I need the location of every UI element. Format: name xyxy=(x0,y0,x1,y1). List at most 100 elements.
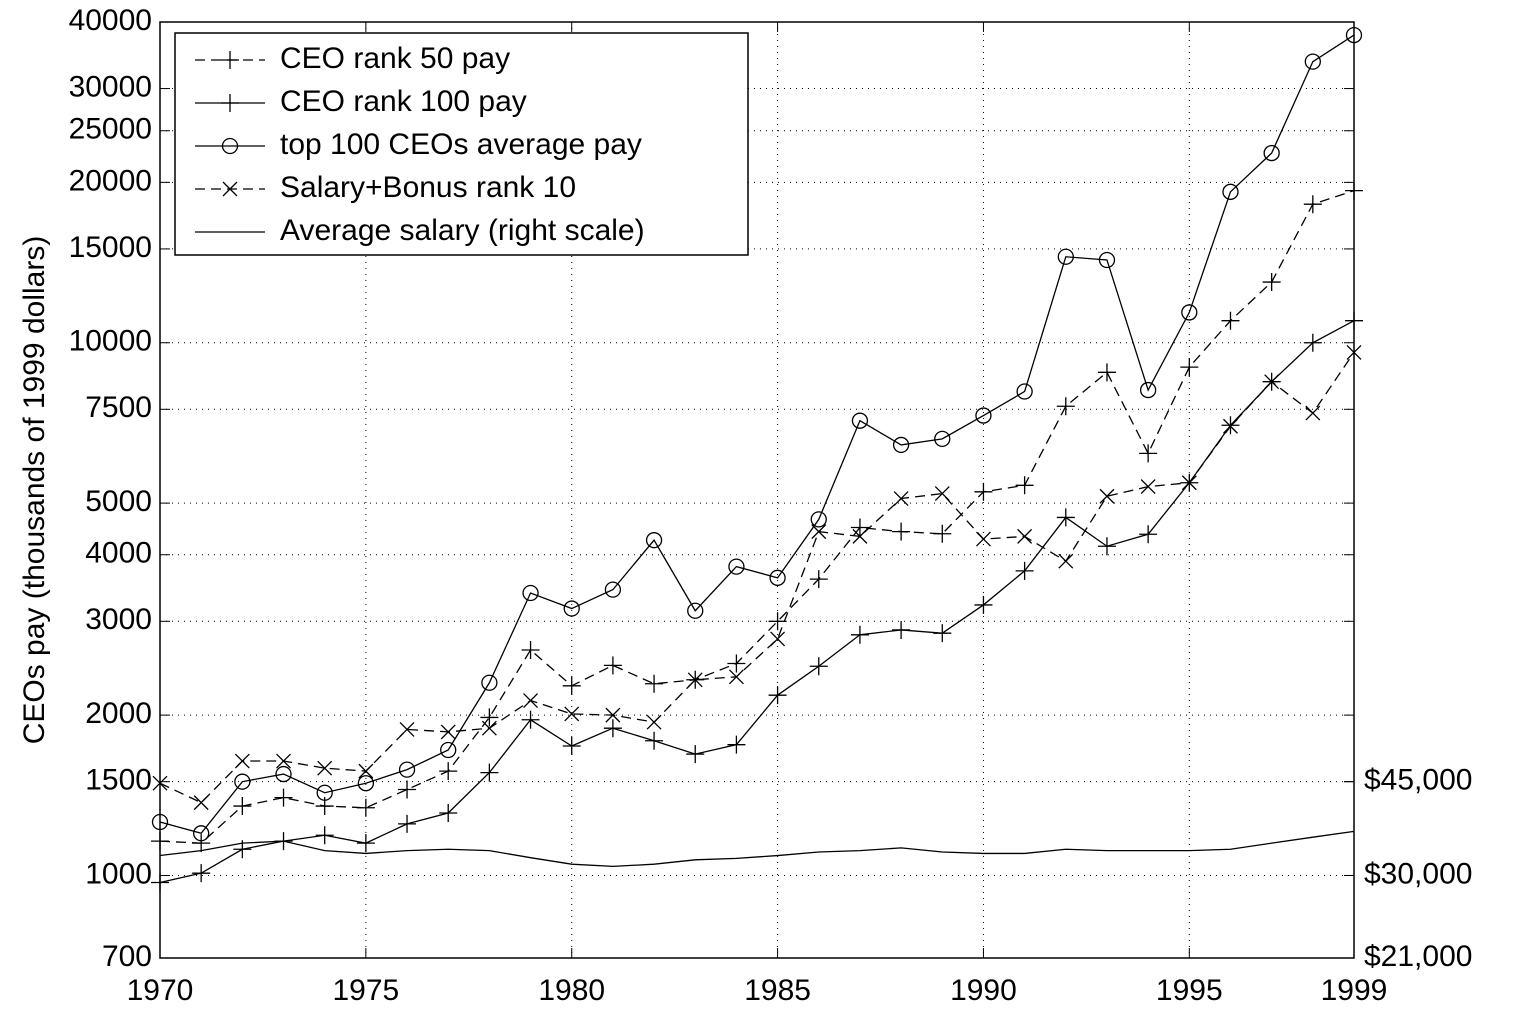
marker xyxy=(850,625,869,644)
marker xyxy=(192,834,211,853)
marker xyxy=(357,775,375,792)
legend-marker xyxy=(221,51,239,69)
marker xyxy=(687,602,704,619)
marker xyxy=(152,775,168,791)
y-tick-label: 2000 xyxy=(85,697,152,730)
marker xyxy=(1223,418,1238,434)
marker xyxy=(480,708,499,727)
legend-label: Average salary (right scale) xyxy=(280,214,645,247)
marker xyxy=(274,788,293,807)
y-tick-label: 7500 xyxy=(85,391,152,424)
marker xyxy=(728,669,744,685)
y-tick-label: 40000 xyxy=(69,4,152,37)
x-tick-label: 1995 xyxy=(1156,974,1223,1007)
marker xyxy=(934,486,950,502)
marker xyxy=(564,706,580,722)
x-tick-label: 1999 xyxy=(1321,974,1388,1007)
marker xyxy=(1056,397,1075,416)
y-tick-label: 5000 xyxy=(85,485,152,518)
legend-label: CEO rank 100 pay xyxy=(280,85,527,118)
marker xyxy=(1262,273,1281,292)
y-tick-label: 25000 xyxy=(69,113,152,146)
marker xyxy=(521,640,540,659)
marker xyxy=(356,834,375,853)
y-tick-label: 700 xyxy=(102,940,152,973)
marker xyxy=(275,765,292,783)
marker xyxy=(233,797,252,816)
marker xyxy=(1303,333,1322,352)
x-tick-label: 1985 xyxy=(744,974,811,1007)
marker xyxy=(1263,144,1280,162)
marker xyxy=(1139,525,1158,544)
marker xyxy=(193,825,210,842)
marker xyxy=(398,780,417,799)
legend-label: CEO rank 50 pay xyxy=(280,42,510,75)
marker xyxy=(234,753,250,769)
marker xyxy=(1057,248,1074,265)
marker xyxy=(316,784,333,801)
marker xyxy=(603,656,622,675)
marker xyxy=(809,657,828,676)
marker xyxy=(1305,405,1321,421)
marker xyxy=(728,558,745,575)
marker xyxy=(646,714,662,730)
marker xyxy=(399,721,415,737)
marker xyxy=(562,676,581,695)
marker xyxy=(1346,344,1362,360)
marker xyxy=(522,584,539,602)
legend-marker xyxy=(221,137,239,155)
marker xyxy=(234,773,251,790)
marker xyxy=(193,795,209,811)
marker xyxy=(727,735,746,754)
marker xyxy=(604,581,622,598)
marker xyxy=(1264,374,1280,390)
y-tick-label: 20000 xyxy=(69,164,152,197)
marker xyxy=(852,528,868,544)
marker xyxy=(645,532,663,549)
marker xyxy=(1016,383,1033,400)
series-line xyxy=(159,352,1355,804)
marker xyxy=(810,511,827,528)
marker xyxy=(317,760,333,776)
legend-marker xyxy=(222,181,238,197)
marker xyxy=(974,482,993,501)
marker xyxy=(769,569,786,586)
marker xyxy=(933,524,952,543)
marker xyxy=(1058,553,1074,569)
marker xyxy=(1181,304,1198,321)
marker xyxy=(1097,537,1116,556)
legend-marker xyxy=(221,94,239,112)
marker xyxy=(1221,416,1240,435)
marker xyxy=(562,737,581,756)
legend-label: top 100 CEOs average pay xyxy=(280,128,642,161)
marker xyxy=(1139,444,1158,463)
marker xyxy=(686,745,705,764)
marker xyxy=(1222,183,1239,200)
marker xyxy=(892,436,910,454)
marker xyxy=(603,719,622,738)
marker xyxy=(1099,488,1115,504)
y2-tick-label: $45,000 xyxy=(1364,764,1472,797)
y-tick-label: 4000 xyxy=(85,537,152,570)
legend-box xyxy=(174,32,749,256)
marker xyxy=(358,763,374,779)
marker xyxy=(892,522,911,541)
marker xyxy=(770,631,786,647)
marker xyxy=(151,832,169,851)
marker xyxy=(192,864,211,883)
x-tick-label: 1970 xyxy=(127,974,194,1007)
marker xyxy=(315,826,334,845)
marker xyxy=(151,873,169,892)
marker xyxy=(1303,195,1322,214)
marker xyxy=(809,570,828,589)
marker xyxy=(645,731,664,750)
series-line xyxy=(159,189,1355,844)
marker xyxy=(934,430,951,448)
y2-tick-label: $30,000 xyxy=(1364,857,1472,890)
marker xyxy=(975,531,991,547)
marker xyxy=(1181,475,1197,491)
x-tick-label: 1975 xyxy=(332,974,399,1007)
marker xyxy=(1056,508,1075,527)
marker xyxy=(687,672,703,688)
